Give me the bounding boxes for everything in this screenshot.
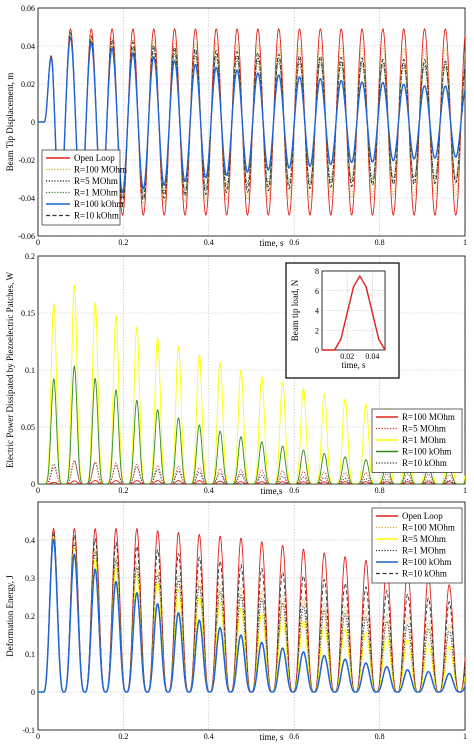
y-tick-label: 0.4 bbox=[25, 536, 35, 545]
legend-entry: R=100 MOhm bbox=[402, 412, 455, 422]
legend-box bbox=[371, 507, 463, 584]
x-tick-label: 0 bbox=[36, 732, 40, 741]
y-tick-label: -0.06 bbox=[18, 232, 35, 241]
legend-box bbox=[371, 408, 463, 473]
legend-entry: R=1 MOhm bbox=[402, 435, 446, 445]
x-tick-label: 0.4 bbox=[204, 238, 214, 247]
y-tick-label: -0.1 bbox=[22, 726, 35, 735]
y-tick-label: 0.06 bbox=[21, 4, 35, 13]
y-tick-label: 0 bbox=[315, 346, 319, 355]
series-line-4 bbox=[38, 538, 465, 693]
x-tick-label: 0.6 bbox=[289, 238, 299, 247]
x-tick-label: 0.2 bbox=[118, 486, 128, 495]
x-tick-label: 0.6 bbox=[289, 486, 299, 495]
y-tick-label: 0.2 bbox=[25, 612, 35, 621]
legend-entry: R=5 MOhm bbox=[402, 534, 446, 544]
x-tick-label: 0 bbox=[36, 238, 40, 247]
legend-entry: R=100 MOhm bbox=[402, 523, 455, 533]
series-line-4 bbox=[38, 36, 465, 211]
x-tick-label: 0.8 bbox=[375, 486, 385, 495]
y-tick-label: 6 bbox=[315, 287, 319, 296]
x-tick-label: 0.2 bbox=[118, 238, 128, 247]
y-tick-label: 0 bbox=[31, 480, 35, 489]
legend-entry: R=5 MOhm bbox=[74, 176, 118, 186]
x-tick-label: 1 bbox=[463, 238, 467, 247]
x-tick-label: 0.8 bbox=[375, 238, 385, 247]
legend-entry: R=10 kOhm bbox=[402, 458, 447, 468]
y-tick-label: 0.04 bbox=[21, 42, 35, 51]
x-tick-label: 0.8 bbox=[375, 732, 385, 741]
y-tick-label: 0.3 bbox=[25, 574, 35, 583]
chart-0: 0 0.2 0.4 0.6 0.8 1 -0.06 -0.04 -0.02 0 0.02 0.04 0.… bbox=[5, 4, 467, 248]
x-axis-label: time, s bbox=[342, 360, 366, 370]
legend-entry: R=10 kOhm bbox=[402, 569, 447, 579]
y-tick-label: 4 bbox=[315, 307, 319, 316]
legend-entry: Open Loop bbox=[74, 153, 115, 163]
x-axis-label: time,s bbox=[261, 486, 283, 496]
y-tick-label: 0.1 bbox=[25, 366, 35, 375]
legend-entry: R=1 MOhm bbox=[402, 546, 446, 556]
legend-entry: R=100 kOhm bbox=[402, 557, 451, 567]
x-axis-label: time, s bbox=[260, 238, 284, 248]
x-tick-label: 0.02 bbox=[340, 352, 354, 361]
y-tick-label: -0.02 bbox=[18, 156, 35, 165]
x-tick-label: 0.6 bbox=[289, 732, 299, 741]
chart-2: 0.02 0.04 0 2 4 6 8 time, s Beam tip load, N bbox=[285, 262, 400, 379]
y-tick-label: 0.02 bbox=[21, 80, 35, 89]
legend-entry: R=100 kOhm bbox=[402, 447, 451, 457]
x-tick-label: 0.04 bbox=[365, 352, 379, 361]
plot-frame bbox=[37, 501, 466, 731]
y-axis-label: Electric Power Dissipated by Piezoelectr… bbox=[5, 271, 15, 468]
y-tick-label: 0.2 bbox=[25, 252, 35, 261]
y-tick-label: 0.05 bbox=[21, 423, 35, 432]
legend-entry: R=1 MOhm bbox=[74, 188, 118, 198]
chart-1: 0 0.2 0.4 0.6 0.8 1 0 0.05 0.1 0.15 0.2 time,s Elect… bbox=[5, 252, 467, 496]
series-line-3 bbox=[38, 365, 465, 484]
y-axis-label: Deformation Energy, J bbox=[5, 575, 15, 657]
y-tick-label: 0.15 bbox=[21, 309, 35, 318]
x-tick-label: 1 bbox=[463, 486, 467, 495]
legend-entry: Open Loop bbox=[402, 511, 443, 521]
legend-entry: R=5 MOhm bbox=[402, 424, 446, 434]
y-tick-label: -0.04 bbox=[18, 194, 35, 203]
legend-entry: R=10 kOhm bbox=[74, 211, 119, 221]
legend-box bbox=[41, 149, 121, 226]
plot-frame bbox=[321, 270, 386, 351]
y-axis-label: Beam tip load, N bbox=[290, 279, 300, 341]
x-axis-label: time, s bbox=[260, 732, 284, 742]
inset-box bbox=[285, 262, 400, 379]
legend-entry: R=100 kOhm bbox=[74, 199, 123, 209]
x-tick-label: 0.4 bbox=[204, 486, 214, 495]
y-tick-label: 8 bbox=[315, 267, 319, 276]
x-tick-label: 0.2 bbox=[118, 732, 128, 741]
y-tick-label: 2 bbox=[315, 326, 319, 335]
y-tick-label: 0 bbox=[31, 118, 35, 127]
x-tick-label: 1 bbox=[463, 732, 467, 741]
x-tick-label: 0 bbox=[36, 486, 40, 495]
legend-entry: R=100 MOhm bbox=[74, 165, 127, 175]
load-curve bbox=[322, 275, 386, 351]
series-line-3 bbox=[38, 35, 465, 212]
x-tick-label: 0.4 bbox=[204, 732, 214, 741]
y-axis-label: Beam Tip Displacement, m bbox=[5, 73, 15, 172]
y-tick-label: 0 bbox=[31, 688, 35, 697]
y-tick-label: 0.1 bbox=[25, 650, 35, 659]
